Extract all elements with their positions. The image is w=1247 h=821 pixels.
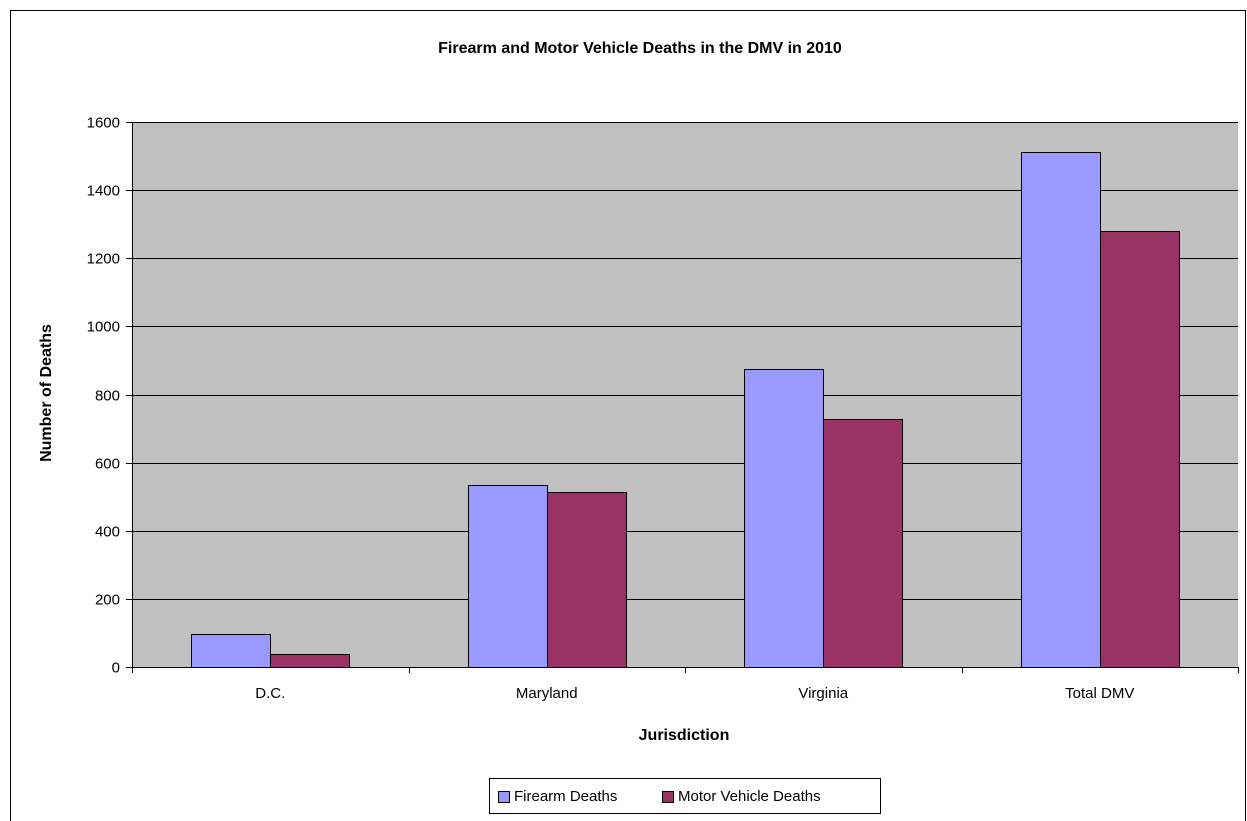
- bar-motor-vehicle-maryland: [547, 492, 627, 668]
- y-tick-label: 1400: [87, 183, 120, 200]
- bar-firearm-maryland: [468, 485, 548, 668]
- bar-motor-vehicle-virginia: [823, 419, 903, 668]
- bar-firearm-total-dmv: [1021, 152, 1101, 668]
- y-tick-label: 800: [95, 388, 120, 405]
- axes: [126, 122, 1239, 673]
- y-tick-label: 600: [95, 456, 120, 473]
- legend-swatch-motor-vehicle: [662, 791, 674, 803]
- bar-motor-vehicle-total-dmv: [1100, 231, 1180, 668]
- x-tick-label: Maryland: [516, 685, 578, 702]
- y-tick-label: 400: [95, 524, 120, 541]
- legend-label-motor-vehicle: Motor Vehicle Deaths: [678, 788, 821, 805]
- bars: [191, 152, 1180, 668]
- y-tick-label: 1200: [87, 251, 120, 268]
- y-tick-label: 1600: [87, 115, 120, 132]
- x-tick-label: Virginia: [798, 685, 848, 702]
- bar-motor-vehicle-d-c: [270, 654, 350, 668]
- legend: Firearm Deaths Motor Vehicle Deaths: [489, 778, 881, 814]
- bar-firearm-d-c: [191, 634, 271, 668]
- chart-title: Firearm and Motor Vehicle Deaths in the …: [438, 40, 842, 57]
- x-tick-label: Total DMV: [1065, 685, 1134, 702]
- y-tick-label: 0: [112, 660, 120, 677]
- y-axis-title: Number of Deaths: [38, 324, 55, 462]
- x-axis-title: Jurisdiction: [639, 727, 730, 744]
- x-tick-label: D.C.: [255, 685, 285, 702]
- y-tick-label: 1000: [87, 319, 120, 336]
- y-tick-labels: 0 200 400 600 800 1000 1200 1400 1600: [87, 115, 120, 677]
- x-tick-labels: D.C. Maryland Virginia Total DMV: [255, 685, 1134, 702]
- y-tick-label: 200: [95, 592, 120, 609]
- legend-box: [489, 778, 881, 814]
- legend-swatch-firearm: [498, 791, 510, 803]
- bar-firearm-virginia: [744, 369, 824, 668]
- legend-label-firearm: Firearm Deaths: [514, 788, 617, 805]
